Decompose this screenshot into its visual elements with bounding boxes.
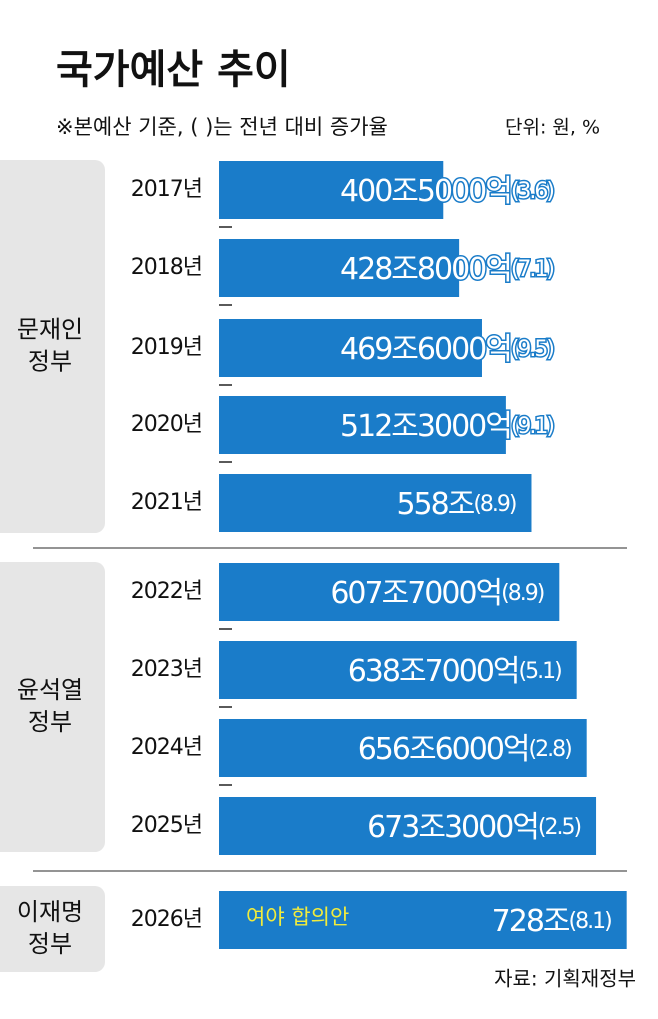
value-label: 638조7000억(5.1) (348, 654, 561, 689)
group-label: 정부 (28, 708, 72, 736)
annotation: 여야 합의안 (246, 905, 349, 929)
bar (219, 161, 444, 219)
value-label: 673조3000억(2.5) (367, 810, 580, 845)
value-label: 607조7000억(8.9) (330, 576, 543, 611)
y-tick-label: 2026년 (131, 907, 202, 932)
value-label-amount: 728조 (492, 904, 570, 939)
value-label-growth: (5.1) (519, 659, 562, 684)
value-label-amount: 558조 (396, 487, 474, 522)
value-label: 512조3000억(9.1) (340, 409, 553, 444)
value-label-growth: (7.1) (511, 257, 554, 282)
value-label-growth: (8.1) (569, 909, 612, 934)
value-label: 400조5000억(3.6) (340, 174, 553, 209)
chart-title: 국가예산 추이 (56, 47, 291, 93)
value-label-amount: 607조7000억 (330, 576, 501, 611)
value-label: 469조6000억(9.5) (340, 332, 553, 367)
value-label-growth: (2.5) (538, 815, 581, 840)
y-tick-label: 2019년 (131, 335, 202, 360)
value-label: 728조(8.1) (492, 904, 611, 939)
value-label-growth: (3.6) (511, 179, 554, 204)
y-tick-label: 2017년 (131, 177, 202, 202)
value-label-amount: 638조7000억 (348, 654, 519, 689)
value-label-growth: (8.9) (473, 492, 516, 517)
y-tick-label: 2025년 (131, 813, 202, 838)
y-tick-label: 2023년 (131, 657, 202, 682)
subtitle: ※본예산 기준, ( )는 전년 대비 증가율 (56, 115, 388, 139)
value-label-amount: 469조6000억 (340, 332, 511, 367)
bar (219, 474, 532, 532)
value-label-amount: 428조8000억 (340, 252, 511, 287)
group-label: 문재인 (17, 316, 83, 344)
bar (219, 891, 627, 949)
bar (219, 797, 597, 855)
y-tick-label: 2018년 (131, 255, 202, 280)
value-label: 428조8000억(7.1) (340, 252, 553, 287)
value-label-amount: 656조6000억 (358, 732, 529, 767)
bar (219, 319, 482, 377)
value-label-amount: 400조5000억 (340, 174, 511, 209)
value-label-growth: (8.9) (501, 581, 544, 606)
group-background (0, 160, 105, 533)
bar (219, 239, 460, 297)
value-label: 558조(8.9) (396, 487, 515, 522)
group-label: 이재명 (17, 898, 83, 926)
value-label-amount: 673조3000억 (367, 810, 538, 845)
bar (219, 641, 577, 699)
group-label: 정부 (28, 348, 72, 376)
y-tick-label: 2021년 (131, 490, 202, 515)
bar (219, 563, 560, 621)
bar (219, 719, 587, 777)
bar (219, 396, 506, 454)
value-label-amount: 512조3000억 (340, 409, 511, 444)
group-label: 정부 (28, 930, 72, 958)
value-label: 656조6000억(2.8) (358, 732, 571, 767)
group-background (0, 562, 105, 852)
group-background (0, 886, 105, 972)
value-label-growth: (9.1) (511, 414, 554, 439)
value-label-growth: (2.8) (529, 737, 572, 762)
y-tick-label: 2024년 (131, 735, 202, 760)
y-tick-label: 2020년 (131, 412, 202, 437)
source: 자료: 기획재정부 (494, 967, 636, 991)
group-label: 윤석열 (17, 676, 83, 704)
unit: 단위: 원, % (505, 117, 600, 139)
value-label-growth: (9.5) (511, 337, 554, 362)
y-tick-label: 2022년 (131, 579, 202, 604)
